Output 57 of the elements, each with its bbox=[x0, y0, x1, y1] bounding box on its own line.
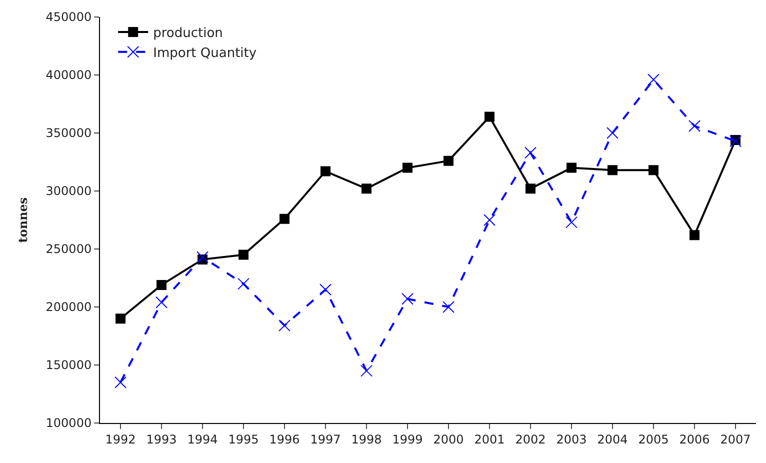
x-tick-label: 2002 bbox=[515, 432, 546, 446]
point bbox=[444, 156, 454, 166]
point bbox=[484, 214, 496, 226]
point bbox=[114, 376, 126, 388]
y-tick-label: 150000 bbox=[46, 358, 92, 372]
point bbox=[606, 127, 618, 139]
point bbox=[730, 135, 742, 148]
x-tick-label: 1996 bbox=[269, 432, 300, 446]
x-tick-label: 2005 bbox=[638, 432, 669, 446]
y-tick-label: 450000 bbox=[46, 10, 92, 24]
x-tick-label: 1995 bbox=[228, 432, 259, 446]
y-tick-label: 100000 bbox=[46, 416, 92, 430]
point bbox=[402, 292, 414, 305]
y-tick-label: 350000 bbox=[46, 126, 92, 140]
x-tick-label: 2003 bbox=[556, 432, 587, 446]
y-tick-label: 200000 bbox=[46, 300, 92, 314]
point bbox=[608, 165, 618, 176]
x-tick-label: 1994 bbox=[187, 432, 218, 446]
point bbox=[484, 112, 494, 122]
y-tick-label: 300000 bbox=[46, 184, 92, 198]
point bbox=[688, 120, 700, 132]
point bbox=[526, 184, 536, 194]
x-tick-label: 1993 bbox=[146, 432, 177, 446]
point bbox=[156, 280, 166, 290]
point bbox=[320, 166, 330, 176]
legend-label: Import Quantity bbox=[153, 46, 257, 61]
point bbox=[648, 74, 660, 86]
x-tick-label: 2006 bbox=[679, 432, 710, 446]
point bbox=[238, 250, 248, 260]
point bbox=[442, 301, 454, 313]
x-tick-label: 2004 bbox=[597, 432, 628, 446]
point bbox=[320, 284, 332, 296]
point bbox=[116, 314, 126, 324]
point bbox=[280, 214, 290, 224]
x-tick-label: 1999 bbox=[392, 432, 423, 446]
x-tick-label: 2000 bbox=[433, 432, 464, 446]
point bbox=[360, 364, 372, 377]
x-tick-label: 2007 bbox=[720, 432, 751, 446]
point bbox=[648, 165, 658, 176]
point bbox=[156, 296, 168, 308]
point bbox=[566, 216, 578, 228]
point bbox=[524, 146, 536, 159]
point bbox=[196, 251, 208, 264]
y-axis-title: tonnes bbox=[16, 197, 30, 243]
y-tick-label: 400000 bbox=[46, 68, 92, 82]
point bbox=[402, 162, 412, 173]
legend-label: production bbox=[153, 26, 223, 42]
point bbox=[238, 278, 250, 290]
x-tick-label: 1998 bbox=[351, 432, 382, 446]
y-tick-label: 250000 bbox=[46, 242, 92, 256]
x-tick-label: 1997 bbox=[310, 432, 341, 446]
point bbox=[278, 320, 290, 332]
point bbox=[566, 162, 576, 173]
x-tick-label: 2001 bbox=[474, 432, 505, 446]
point bbox=[690, 230, 700, 240]
point bbox=[362, 184, 372, 194]
x-tick-label: 1992 bbox=[105, 432, 136, 446]
